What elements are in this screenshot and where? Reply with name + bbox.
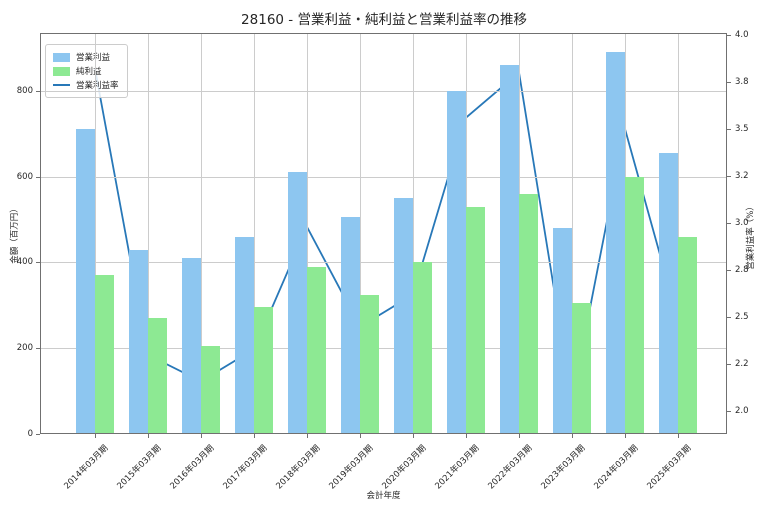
y-axis-right-tick — [727, 35, 731, 36]
legend-item-営業利益: 営業利益 — [53, 50, 119, 64]
y-axis-right-tick — [727, 270, 731, 271]
bar-営業利益 — [129, 250, 148, 433]
y-axis-left-tick-label: 600 — [16, 172, 33, 182]
y-axis-right-tick-label: 2.5 — [735, 312, 749, 322]
grid-line-vertical — [201, 34, 202, 433]
bar-営業利益 — [76, 129, 95, 433]
bar-営業利益 — [606, 52, 625, 433]
legend-item-営業利益率: 営業利益率 — [53, 78, 119, 92]
grid-line-vertical — [413, 34, 414, 433]
y-axis-right-tick — [727, 317, 731, 318]
y-axis-right-tick-label: 2.8 — [735, 265, 749, 275]
y-axis-right-tick-label: 3.8 — [735, 77, 749, 87]
grid-line-horizontal — [41, 262, 726, 263]
grid-line-vertical — [572, 34, 573, 433]
y-axis-right-tick-label: 3.2 — [735, 171, 749, 181]
x-axis-tick — [625, 434, 626, 438]
grid-line-horizontal — [41, 91, 726, 92]
bar-営業利益 — [288, 172, 307, 433]
bar-純利益 — [572, 303, 591, 433]
legend-label: 営業利益率 — [76, 81, 119, 91]
y-axis-right-tick — [727, 364, 731, 365]
x-axis-tick — [519, 434, 520, 438]
y-axis-left-tick — [36, 434, 40, 435]
y-axis-right-tick-label: 2.2 — [735, 359, 749, 369]
bar-営業利益 — [447, 91, 466, 433]
grid-line-horizontal — [41, 348, 726, 349]
legend: 営業利益純利益営業利益率 — [45, 44, 128, 98]
x-axis-tick — [572, 434, 573, 438]
y-axis-left-tick-label: 400 — [16, 257, 33, 267]
chart-title: 28160 - 営業利益・純利益と営業利益率の推移 — [241, 12, 527, 28]
x-axis-tick — [413, 434, 414, 438]
legend-item-純利益: 純利益 — [53, 64, 119, 78]
y-axis-label-right: 営業利益率（%） — [746, 202, 756, 270]
y-axis-right-tick-label: 4.0 — [735, 30, 749, 40]
x-axis-tick — [148, 434, 149, 438]
bar-純利益 — [148, 318, 167, 433]
bar-純利益 — [678, 237, 697, 433]
bar-純利益 — [519, 194, 538, 433]
bar-営業利益 — [553, 228, 572, 433]
y-axis-left-tick — [36, 348, 40, 349]
x-axis-tick — [466, 434, 467, 438]
y-axis-right-tick — [727, 129, 731, 130]
x-axis-tick — [360, 434, 361, 438]
y-axis-right-tick — [727, 82, 731, 83]
y-axis-right-tick-label: 3.5 — [735, 124, 749, 134]
bar-営業利益 — [500, 65, 519, 433]
x-axis-tick — [254, 434, 255, 438]
bar-営業利益 — [659, 153, 678, 433]
legend-color-swatch-icon — [53, 52, 70, 62]
y-axis-left-tick-label: 0 — [27, 429, 33, 439]
bar-純利益 — [201, 346, 220, 433]
bar-純利益 — [466, 207, 485, 433]
y-axis-right-tick-label: 2.0 — [735, 406, 749, 416]
y-axis-left-tick — [36, 177, 40, 178]
bar-営業利益 — [182, 258, 201, 433]
y-axis-left-tick-label: 800 — [16, 86, 33, 96]
x-axis-tick — [307, 434, 308, 438]
bar-営業利益 — [394, 198, 413, 433]
grid-line-vertical — [307, 34, 308, 433]
y-axis-right-tick-label: 3.0 — [735, 218, 749, 228]
grid-line-vertical — [360, 34, 361, 433]
grid-line-vertical — [678, 34, 679, 433]
y-axis-left-tick — [36, 91, 40, 92]
x-axis-label: 会計年度 — [366, 491, 401, 501]
y-axis-right-tick — [727, 411, 731, 412]
bar-純利益 — [254, 307, 273, 433]
y-axis-right-tick — [727, 176, 731, 177]
bar-純利益 — [625, 177, 644, 433]
grid-line-horizontal — [41, 177, 726, 178]
legend-color-swatch-icon — [53, 66, 70, 76]
bar-純利益 — [95, 275, 114, 433]
grid-line-vertical — [254, 34, 255, 433]
grid-line-vertical — [95, 34, 96, 433]
legend-label: 純利益 — [76, 67, 102, 77]
x-axis-tick — [201, 434, 202, 438]
legend-label: 営業利益 — [76, 53, 111, 63]
x-axis-tick — [678, 434, 679, 438]
bar-営業利益 — [341, 217, 360, 433]
y-axis-left-tick — [36, 262, 40, 263]
bar-純利益 — [413, 262, 432, 433]
y-axis-left-tick-label: 200 — [16, 343, 33, 353]
bar-純利益 — [360, 295, 379, 433]
y-axis-right-tick — [727, 223, 731, 224]
x-axis-tick — [95, 434, 96, 438]
legend-line-sample-icon — [53, 84, 70, 86]
bar-営業利益 — [235, 237, 254, 433]
grid-line-vertical — [148, 34, 149, 433]
bar-純利益 — [307, 267, 326, 433]
